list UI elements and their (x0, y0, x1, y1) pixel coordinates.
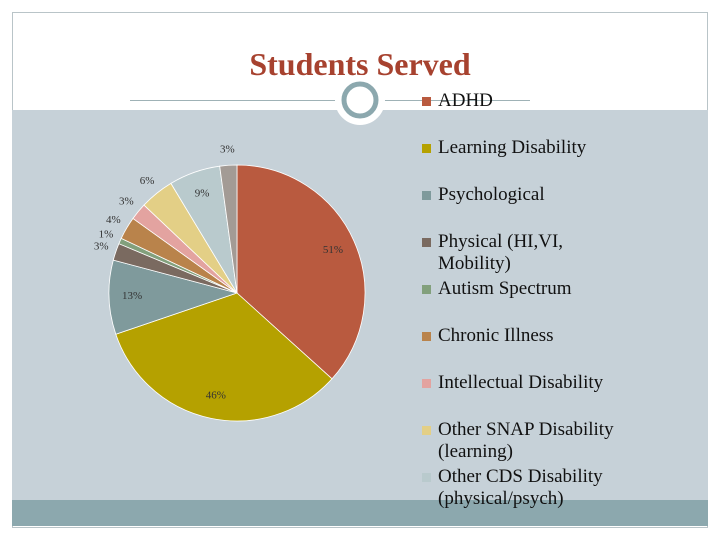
legend-item: Psychological (422, 184, 638, 206)
legend-swatch (422, 144, 431, 153)
legend-label: Learning Disability (438, 137, 587, 158)
data-label: 13% (122, 290, 142, 302)
legend-swatch (422, 379, 431, 388)
legend-label: Autism Spectrum (438, 278, 572, 299)
ornament (341, 81, 379, 119)
title-rule (130, 100, 530, 101)
data-label: 1% (99, 228, 114, 240)
legend-swatch (422, 191, 431, 200)
legend-label: Chronic Illness (438, 325, 554, 346)
data-label: 46% (206, 389, 226, 401)
data-label: 9% (195, 188, 210, 200)
data-label: 6% (140, 175, 155, 187)
legend-swatch (422, 285, 431, 294)
legend-item: Physical (HI,VI, Mobility) (422, 231, 638, 275)
legend-swatch (422, 473, 431, 482)
legend-item: Chronic Illness (422, 325, 638, 347)
legend-label: Other CDS Disability (physical/psych) (438, 466, 603, 509)
legend-label: Other SNAP Disability (learning) (438, 419, 614, 462)
data-label: 51% (323, 244, 343, 256)
data-label: 4% (106, 214, 121, 226)
legend-item: Autism Spectrum (422, 278, 638, 300)
pie-slice (236, 164, 366, 380)
legend-item: Other SNAP Disability (learning) (422, 419, 638, 463)
legend-item: Intellectual Disability (422, 372, 638, 394)
footer-band (12, 500, 708, 526)
data-label: 3% (94, 240, 109, 252)
legend-label: Physical (HI,VI, Mobility) (438, 231, 564, 274)
legend-label: Intellectual Disability (438, 372, 604, 393)
legend-item: Learning Disability (422, 137, 638, 159)
data-label: 3% (119, 195, 134, 207)
data-label: 3% (220, 144, 235, 156)
legend-label: ADHD (438, 90, 493, 111)
pie-slice (219, 164, 238, 294)
legend-swatch (422, 238, 431, 247)
legend-item: ADHD (422, 90, 638, 112)
pie-slice (115, 292, 333, 422)
legend-swatch (422, 97, 431, 106)
legend-swatch (422, 426, 431, 435)
legend-item: Other CDS Disability (physical/psych) (422, 466, 638, 510)
legend-label: Psychological (438, 184, 545, 205)
legend-swatch (422, 332, 431, 341)
